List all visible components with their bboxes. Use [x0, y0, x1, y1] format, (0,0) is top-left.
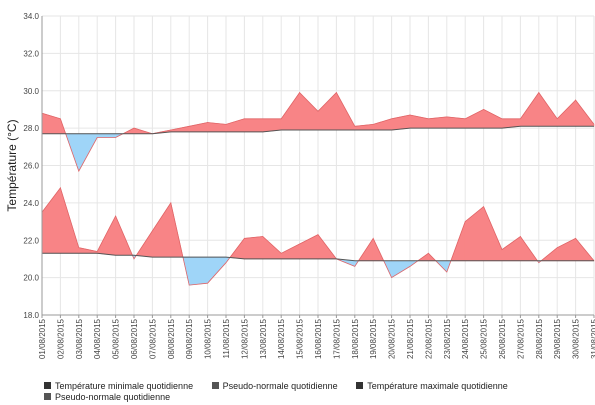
legend-item-max-normal[interactable]: Pseudo-normale quotidienne — [44, 392, 170, 403]
x-tick-label: 22/08/2015 — [424, 318, 433, 359]
max-anomaly-below — [96, 133, 116, 138]
x-tick-label: 09/08/2015 — [185, 318, 194, 359]
y-tick-label: 30.0 — [23, 87, 39, 96]
y-tick-label: 22.0 — [23, 236, 39, 245]
series-line-max-normal — [42, 125, 594, 135]
min-anomaly-below — [188, 256, 208, 286]
y-tick-label: 34.0 — [23, 12, 39, 21]
min-anomaly-above — [244, 236, 264, 260]
legend-label: Température minimale quotidienne — [55, 381, 194, 391]
y-tick-label: 28.0 — [23, 124, 39, 133]
legend-item-min-normal[interactable]: Pseudo-normale quotidienne — [211, 381, 338, 392]
y-tick-label: 20.0 — [23, 274, 39, 283]
x-tick-label: 23/08/2015 — [443, 318, 452, 359]
x-tick-label: 03/08/2015 — [75, 318, 84, 359]
x-tick-label: 30/08/2015 — [572, 318, 581, 359]
x-tick-label: 05/08/2015 — [112, 318, 121, 359]
legend-label: Température maximale quotidienne — [367, 381, 508, 391]
x-tick-label: 08/08/2015 — [167, 318, 176, 359]
x-tick-label: 25/08/2015 — [480, 318, 489, 359]
x-tick-label: 16/08/2015 — [314, 318, 323, 359]
series-line-max — [41, 91, 595, 173]
x-tick-label: 02/08/2015 — [56, 318, 65, 359]
x-tick-label: 27/08/2015 — [516, 318, 525, 359]
x-tick-label: 13/08/2015 — [259, 318, 268, 359]
y-tick-label: 18.0 — [23, 311, 39, 320]
chart-legend: Température minimale quotidienne Pseudo-… — [44, 381, 584, 403]
x-tick-label: 14/08/2015 — [277, 318, 286, 359]
x-tick-label: 04/08/2015 — [93, 318, 102, 359]
legend-label: Pseudo-normale quotidienne — [55, 392, 171, 402]
x-tick-label: 06/08/2015 — [130, 318, 139, 359]
legend-label: Pseudo-normale quotidienne — [222, 381, 338, 391]
x-tick-label: 11/08/2015 — [222, 318, 231, 358]
y-tick-label: 26.0 — [23, 162, 39, 171]
legend-item-min[interactable]: Température minimale quotidienne — [44, 381, 193, 392]
x-tick-label: 29/08/2015 — [553, 318, 562, 359]
legend-swatch — [44, 393, 51, 400]
y-tick-label: 32.0 — [23, 49, 39, 58]
x-tick-label: 21/08/2015 — [406, 318, 415, 359]
x-tick-label: 26/08/2015 — [498, 318, 507, 359]
legend-swatch — [44, 382, 51, 389]
x-tick-label: 07/08/2015 — [148, 318, 157, 359]
series-line-min — [41, 187, 595, 286]
legend-swatch — [356, 382, 364, 389]
legend-item-max[interactable]: Température maximale quotidienne — [356, 381, 508, 392]
x-tick-label: 24/08/2015 — [461, 318, 470, 359]
x-tick-label: 12/08/2015 — [240, 318, 249, 359]
x-tick-label: 15/08/2015 — [296, 318, 305, 359]
series-line-min-normal — [42, 252, 594, 262]
x-tick-label: 19/08/2015 — [369, 318, 378, 359]
max-anomaly-above — [244, 118, 264, 133]
x-tick-label: 01/08/2015 — [38, 318, 47, 359]
y-axis-title: Température (°C) — [5, 119, 19, 211]
x-tick-label: 18/08/2015 — [351, 318, 360, 359]
legend-swatch — [211, 382, 219, 389]
x-tick-label: 10/08/2015 — [204, 318, 213, 359]
y-tick-label: 24.0 — [23, 199, 39, 208]
x-tick-label: 31/08/2015 — [590, 318, 595, 359]
x-tick-label: 20/08/2015 — [388, 318, 397, 359]
x-tick-label: 28/08/2015 — [535, 318, 544, 359]
x-tick-label: 17/08/2015 — [332, 318, 341, 359]
